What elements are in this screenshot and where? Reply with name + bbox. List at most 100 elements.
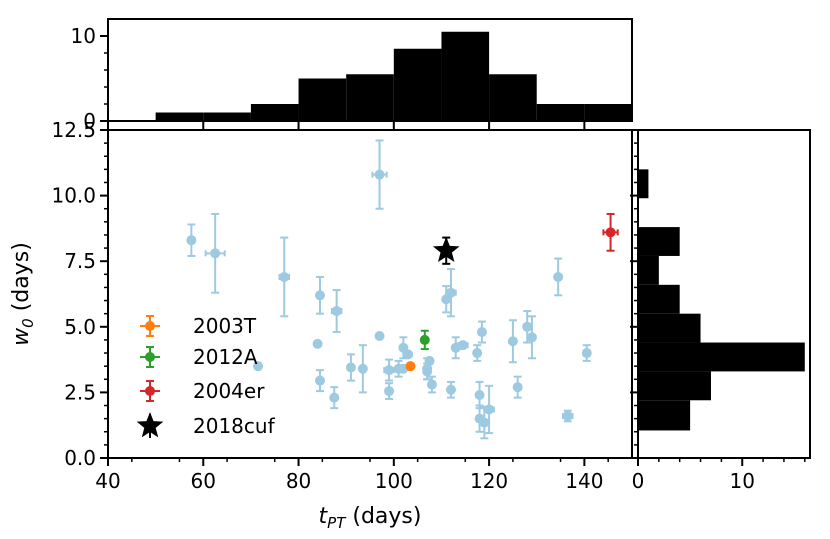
top-hist-bar bbox=[441, 31, 490, 121]
x-tick-label: 120 bbox=[470, 469, 508, 493]
right-hist-bar bbox=[638, 400, 691, 431]
legend-label: 2004er bbox=[193, 379, 265, 403]
x-tick-label: 40 bbox=[95, 469, 120, 493]
data-point bbox=[357, 363, 368, 374]
main-plot-frame bbox=[107, 129, 633, 459]
y-tick-label: 10.0 bbox=[51, 184, 96, 208]
top-hist-y-tick-label: 0 bbox=[83, 109, 96, 133]
right-hist-bar bbox=[638, 371, 711, 401]
legend-marker bbox=[145, 321, 155, 331]
data-point bbox=[512, 382, 523, 393]
right-hist-x-tick-label: 0 bbox=[632, 469, 645, 493]
data-point bbox=[253, 361, 264, 372]
top-hist-bar bbox=[155, 112, 204, 121]
legend: 2003T 2012A 2004er 2018cuf bbox=[136, 314, 276, 438]
right-hist-x-tick-label: 10 bbox=[730, 469, 755, 493]
data-point bbox=[210, 248, 221, 259]
x-axis-label: tPT (days) bbox=[319, 504, 422, 532]
data-point bbox=[479, 417, 490, 428]
legend-label: 2003T bbox=[193, 314, 257, 338]
top-hist-bar bbox=[298, 78, 347, 121]
x-tick-label: 100 bbox=[375, 469, 413, 493]
highlighted-supernovae bbox=[405, 212, 619, 372]
data-point bbox=[472, 348, 483, 359]
data-point bbox=[522, 321, 533, 332]
sn-2003T-marker bbox=[405, 361, 416, 372]
legend-item-2003T: 2003T bbox=[140, 314, 257, 338]
right-hist-bar bbox=[638, 169, 649, 199]
x-tick-label: 60 bbox=[191, 469, 216, 493]
main-scatter-points bbox=[186, 139, 592, 440]
sn-2018cuf-star-marker bbox=[432, 236, 460, 263]
right-histogram-ticks: 0 10 bbox=[630, 129, 806, 493]
right-hist-bar bbox=[638, 227, 680, 256]
data-point bbox=[426, 379, 437, 390]
data-point bbox=[374, 330, 385, 341]
top-hist-bar bbox=[250, 104, 299, 121]
right-histogram: 0 10 bbox=[630, 129, 811, 493]
top-hist-bar bbox=[346, 74, 394, 121]
data-point bbox=[279, 271, 290, 282]
top-hist-y-tick-label: 10 bbox=[71, 24, 96, 48]
right-histogram-frame bbox=[637, 129, 811, 459]
data-point bbox=[424, 355, 435, 366]
main-axis-ticks: 40 60 80 100 120 140 0.0 2.5 5.0 7.5 10.0 12.5 bbox=[51, 118, 609, 493]
data-point bbox=[476, 327, 487, 338]
legend-item-2004er: 2004er bbox=[140, 379, 265, 403]
top-hist-bar bbox=[393, 48, 442, 121]
y-tick-label: 12.5 bbox=[51, 118, 96, 142]
data-point bbox=[312, 338, 323, 349]
legend-marker bbox=[145, 386, 155, 396]
sn-2004er-marker bbox=[605, 227, 616, 238]
y-tick-label: 5.0 bbox=[64, 315, 96, 339]
top-histogram-bars bbox=[155, 31, 632, 121]
top-hist-bar bbox=[203, 112, 251, 121]
top-hist-bar bbox=[584, 104, 632, 121]
data-point bbox=[374, 169, 385, 180]
data-point bbox=[314, 290, 325, 301]
data-point bbox=[484, 404, 495, 415]
sn-2012A-marker bbox=[419, 334, 430, 345]
data-point bbox=[553, 271, 564, 282]
top-histogram: 0 10 bbox=[71, 18, 633, 133]
data-point bbox=[457, 340, 468, 351]
x-tick-label: 80 bbox=[286, 469, 311, 493]
data-point bbox=[384, 386, 395, 397]
right-hist-bar bbox=[638, 313, 701, 343]
legend-item-2018cuf: 2018cuf bbox=[136, 412, 276, 438]
top-hist-bar bbox=[536, 104, 585, 121]
right-histogram-bars bbox=[638, 169, 805, 431]
data-point bbox=[403, 349, 414, 360]
legend-item-2012A: 2012A bbox=[140, 345, 258, 369]
data-point bbox=[422, 363, 433, 374]
data-point bbox=[474, 390, 485, 401]
right-hist-bar bbox=[638, 284, 680, 314]
data-point bbox=[329, 392, 340, 403]
y-tick-label: 0.0 bbox=[64, 446, 96, 470]
data-point bbox=[314, 375, 325, 386]
y-axis-label: w0 (days) bbox=[9, 242, 37, 346]
legend-label: 2018cuf bbox=[193, 414, 276, 438]
data-point bbox=[581, 348, 592, 359]
main-scatter-plot: 40 60 80 100 120 140 0.0 2.5 5.0 7.5 10.0 12.5 2003… bbox=[9, 118, 633, 532]
y-tick-label: 7.5 bbox=[64, 249, 96, 273]
legend-label: 2012A bbox=[193, 345, 258, 369]
right-hist-bar bbox=[638, 255, 659, 285]
legend-star-marker bbox=[136, 412, 164, 438]
data-point bbox=[186, 235, 197, 246]
x-tick-label: 140 bbox=[565, 469, 603, 493]
data-point bbox=[331, 306, 342, 317]
data-point bbox=[445, 287, 456, 298]
right-hist-bar bbox=[638, 342, 805, 372]
data-point bbox=[345, 362, 356, 373]
legend-marker bbox=[145, 352, 155, 362]
top-histogram-ticks: 0 10 bbox=[71, 24, 586, 133]
top-hist-bar bbox=[489, 74, 537, 121]
data-point bbox=[526, 332, 537, 343]
data-point bbox=[562, 411, 573, 422]
data-point bbox=[507, 336, 518, 347]
y-tick-label: 2.5 bbox=[64, 380, 96, 404]
data-point bbox=[384, 365, 395, 376]
data-point bbox=[445, 384, 456, 395]
